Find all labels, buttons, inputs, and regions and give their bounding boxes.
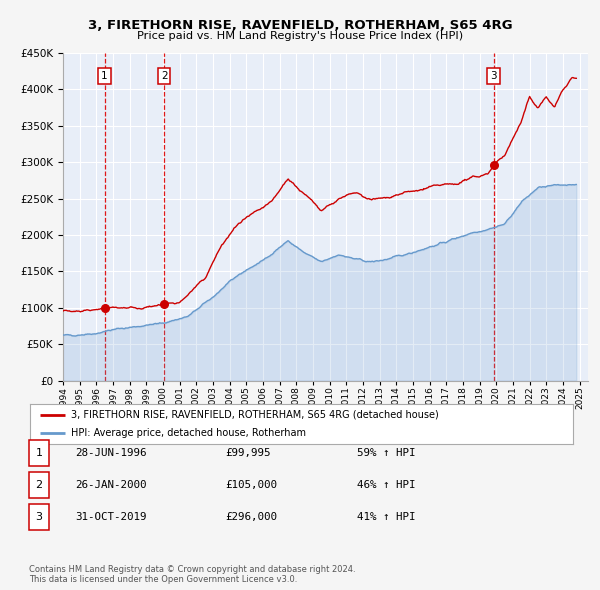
Text: 1: 1 <box>101 71 108 81</box>
Text: 3, FIRETHORN RISE, RAVENFIELD, ROTHERHAM, S65 4RG: 3, FIRETHORN RISE, RAVENFIELD, ROTHERHAM… <box>88 19 512 32</box>
Text: Contains HM Land Registry data © Crown copyright and database right 2024.
This d: Contains HM Land Registry data © Crown c… <box>29 565 355 584</box>
Text: Price paid vs. HM Land Registry's House Price Index (HPI): Price paid vs. HM Land Registry's House … <box>137 31 463 41</box>
Text: 1: 1 <box>35 448 43 458</box>
Text: 46% ↑ HPI: 46% ↑ HPI <box>357 480 415 490</box>
Text: 3: 3 <box>490 71 497 81</box>
Text: 3: 3 <box>35 512 43 522</box>
Text: 2: 2 <box>161 71 167 81</box>
Text: 41% ↑ HPI: 41% ↑ HPI <box>357 512 415 522</box>
Text: £99,995: £99,995 <box>225 448 271 458</box>
Text: 31-OCT-2019: 31-OCT-2019 <box>75 512 146 522</box>
Text: 26-JAN-2000: 26-JAN-2000 <box>75 480 146 490</box>
Text: HPI: Average price, detached house, Rotherham: HPI: Average price, detached house, Roth… <box>71 428 306 438</box>
Text: 3, FIRETHORN RISE, RAVENFIELD, ROTHERHAM, S65 4RG (detached house): 3, FIRETHORN RISE, RAVENFIELD, ROTHERHAM… <box>71 410 439 420</box>
Text: 28-JUN-1996: 28-JUN-1996 <box>75 448 146 458</box>
Text: £296,000: £296,000 <box>225 512 277 522</box>
Text: 59% ↑ HPI: 59% ↑ HPI <box>357 448 415 458</box>
Text: £105,000: £105,000 <box>225 480 277 490</box>
Text: 2: 2 <box>35 480 43 490</box>
